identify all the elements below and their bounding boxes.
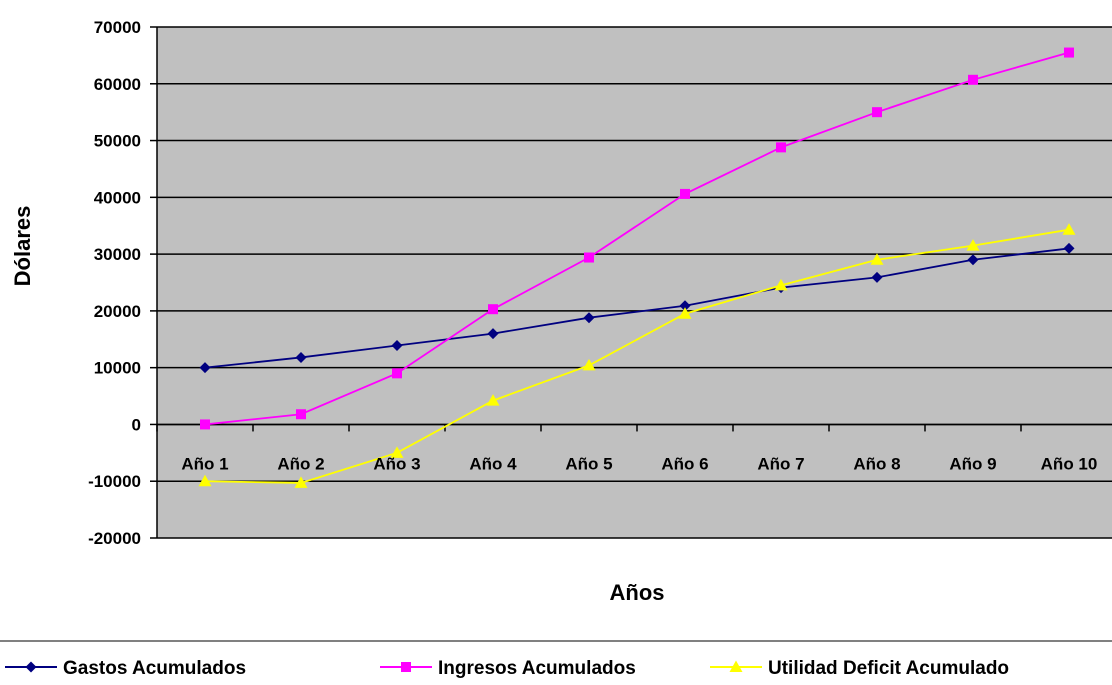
data-point	[295, 351, 307, 363]
y-tick-labels: 70000 60000 50000 40000 30000 20000 10000 0 -100…	[88, 18, 141, 548]
x-tick-label: Año 5	[565, 454, 612, 473]
data-point	[391, 340, 403, 352]
series-line	[204, 51, 1070, 426]
data-point	[678, 307, 692, 319]
axes	[150, 26, 1112, 539]
data-point	[198, 474, 212, 487]
data-point	[680, 188, 690, 199]
x-tick-label: Año 4	[469, 454, 517, 473]
x-tick-labels: Año 1 Año 2 Año 3 Año 4 Año 5 Año 6 Año 7 Año 8…	[181, 454, 1097, 473]
data-point	[296, 409, 306, 420]
legend-label: Gastos Acumulados	[63, 658, 246, 679]
data-point	[199, 362, 211, 374]
legend-item: Utilidad Deficit Acumulado	[710, 658, 1009, 679]
x-tick-label: Año 2	[277, 454, 324, 473]
data-point	[582, 358, 596, 371]
data-point	[584, 252, 594, 263]
data-point	[968, 74, 978, 85]
data-point	[1064, 47, 1074, 58]
data-point	[294, 476, 308, 488]
x-tick-label: Año 6	[661, 454, 708, 473]
data-point	[1062, 223, 1076, 235]
legend-marker	[729, 660, 743, 672]
legend-label: Utilidad Deficit Acumulado	[768, 658, 1009, 679]
legend-marker	[25, 661, 37, 673]
x-tick-label: Año 8	[853, 454, 900, 473]
data-point	[487, 328, 499, 340]
data-point	[488, 304, 498, 315]
x-tick-label: Año 10	[1041, 454, 1098, 473]
data-point	[1063, 242, 1075, 254]
data-point	[871, 271, 883, 283]
data-point	[776, 142, 786, 153]
series-line	[204, 247, 1070, 369]
legend-item: Gastos Acumulados	[5, 658, 246, 679]
data-point	[200, 419, 210, 430]
data-point	[392, 368, 402, 379]
y-tick-label: 0	[132, 415, 141, 434]
data-point	[872, 107, 882, 118]
y-tick-label: 40000	[94, 188, 141, 207]
y-tick-label: 30000	[94, 245, 141, 264]
legend-label: Ingresos Acumulados	[438, 658, 636, 679]
y-tick-label: 50000	[94, 132, 141, 151]
x-tick-label: Año 9	[949, 454, 996, 473]
x-tick-label: Año 1	[181, 454, 228, 473]
data-point	[486, 394, 500, 406]
x-tick-label: Año 3	[373, 454, 420, 473]
legend-item: Ingresos Acumulados	[380, 658, 636, 679]
data-point	[966, 239, 980, 251]
y-tick-label: 10000	[94, 359, 141, 378]
series-lines	[198, 47, 1076, 488]
y-tick-label: -20000	[88, 529, 141, 548]
y-axis-title: Dólares	[10, 206, 35, 287]
y-tick-label: 70000	[94, 18, 141, 37]
plot-area	[156, 26, 1112, 539]
data-point	[390, 446, 404, 458]
data-point	[870, 253, 884, 265]
y-tick-label: 20000	[94, 302, 141, 321]
data-point	[967, 254, 979, 266]
data-point	[583, 312, 595, 324]
data-point	[774, 278, 788, 291]
legend: Gastos Acumulados Ingresos Acumulados Util…	[5, 658, 1009, 679]
series-line	[204, 228, 1070, 484]
data-point	[679, 300, 691, 312]
x-tick-label: Año 7	[757, 454, 804, 473]
y-tick-label: -10000	[88, 472, 141, 491]
x-axis-title: Años	[610, 580, 665, 605]
y-tick-label: 60000	[94, 75, 141, 94]
legend-marker	[401, 662, 411, 672]
